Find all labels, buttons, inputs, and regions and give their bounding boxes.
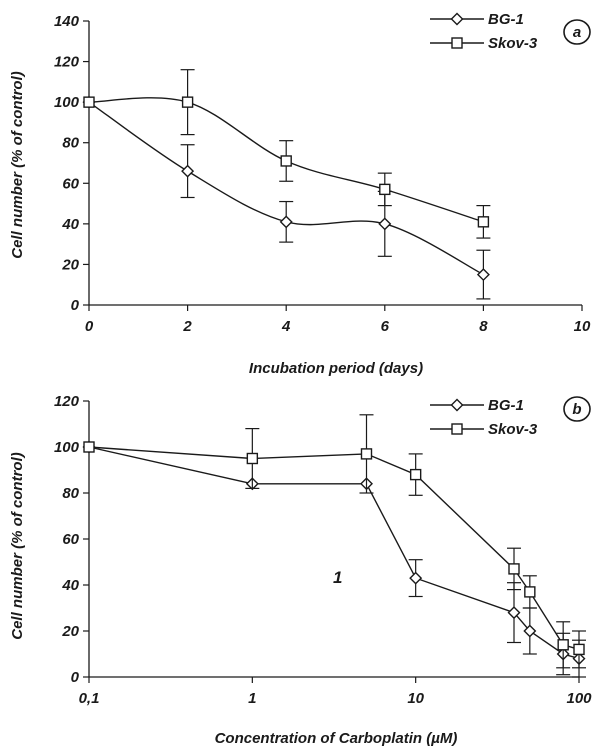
chart-a-series-bg1-point [181,164,195,178]
chart-a-legend-label-bg1: BG-1 [488,11,524,28]
chart-b-series-skov3-point [508,563,520,575]
chart-a-x-tick-label: 2 [182,318,192,335]
chart-a: Incubation period (days) Cell number (% … [9,11,591,377]
chart-b-series-skov3-point [409,468,422,481]
chart-a-series-bg1-point [279,215,293,229]
chart-a-xlabel: Incubation period (days) [249,360,423,377]
chart-b-y-tick-label: 60 [62,531,79,548]
chart-a-y-tick-label: 0 [71,297,80,314]
chart-a-y-tick-label: 100 [54,94,80,111]
chart-b-y-tick-label: 100 [54,439,80,456]
chart-a-x-tick-label: 6 [381,318,390,335]
chart-b-ylabel: Cell number (% of control) [9,452,26,640]
chart-b-legend-label-bg1: BG-1 [488,397,524,414]
chart-a-y-tick-label: 20 [61,256,79,273]
chart-b-legend-label-skov3: Skov-3 [488,421,538,438]
chart-a-ylabel: Cell number (% of control) [9,71,26,259]
chart-b-y-tick-label: 80 [62,485,79,502]
chart-b-series-skov3-point [573,643,585,656]
chart-b-y-tick-label: 0 [71,669,80,686]
chart-b-series-skov3-point [360,448,373,460]
chart-b-y-tick-label: 120 [54,393,80,410]
chart-b-series-bg1-point [523,624,537,638]
chart-b-panel-label-circle [563,396,591,422]
chart-b-series-skov3-point [524,586,536,598]
chart-b-legend-marker-skov3 [451,423,463,435]
chart-a-y-tick-label: 80 [62,135,79,152]
chart-b-series-bg1-point [507,606,521,620]
chart-b-xlabel: Concentration of Carboplatin (µM) [215,730,458,747]
chart-a-series-bg1-line [88,101,484,276]
chart-a-series-bg1-point [476,268,490,282]
chart-a-y-tick-label: 120 [54,54,80,71]
chart-b-x-tick-label: 10 [407,690,424,707]
chart-a-series-skov3-point [280,155,292,167]
chart-a-x-tick-label: 10 [574,318,591,335]
chart-a-series-bg1-point [378,217,392,231]
chart-a-legend-marker-skov3 [451,37,463,49]
chart-a-legend-marker-bg1 [450,12,464,26]
chart-b-series-bg1-point [409,571,423,585]
chart-a-x-tick-label: 4 [281,318,291,335]
chart-b-series-bg1-line [88,446,580,660]
chart-b-x-tick-label: 1 [248,690,256,707]
chart-a-series-skov3-point [83,96,95,108]
chart-b-annotation: 1 [333,568,342,587]
chart-a-series-skov3-point [379,183,391,196]
chart-a-series-skov3-point [181,96,194,108]
chart-a-y-tick-label: 60 [62,175,79,192]
chart-b-y-tick-label: 40 [61,577,79,594]
chart-a-legend-label-skov3: Skov-3 [488,35,538,52]
chart-a-y-tick-label: 40 [61,216,79,233]
chart-b-series-skov3-point [83,441,95,453]
chart-a-panel-label-circle [563,19,591,45]
chart-b-series-skov3-line [88,446,580,651]
chart-a-panel-label: a [573,24,581,41]
chart-a-y-tick-label: 140 [54,13,80,30]
chart-a-series-skov3-point [477,216,490,228]
chart-a-x-tick-label: 8 [479,318,488,335]
chart-b-x-tick-label: 0,1 [79,690,100,707]
chart-b-series-skov3-point [557,639,569,651]
chart-b-panel-label: b [572,401,581,418]
chart-b-legend-marker-bg1 [450,398,464,412]
chart-b-x-tick-label: 100 [566,690,592,707]
chart-b-series-skov3-point [246,452,259,465]
chart-b: Concentration of Carboplatin (µM) Cell n… [9,393,592,747]
chart-b-y-tick-label: 20 [61,623,79,640]
chart-a-x-tick-label: 0 [85,318,94,335]
